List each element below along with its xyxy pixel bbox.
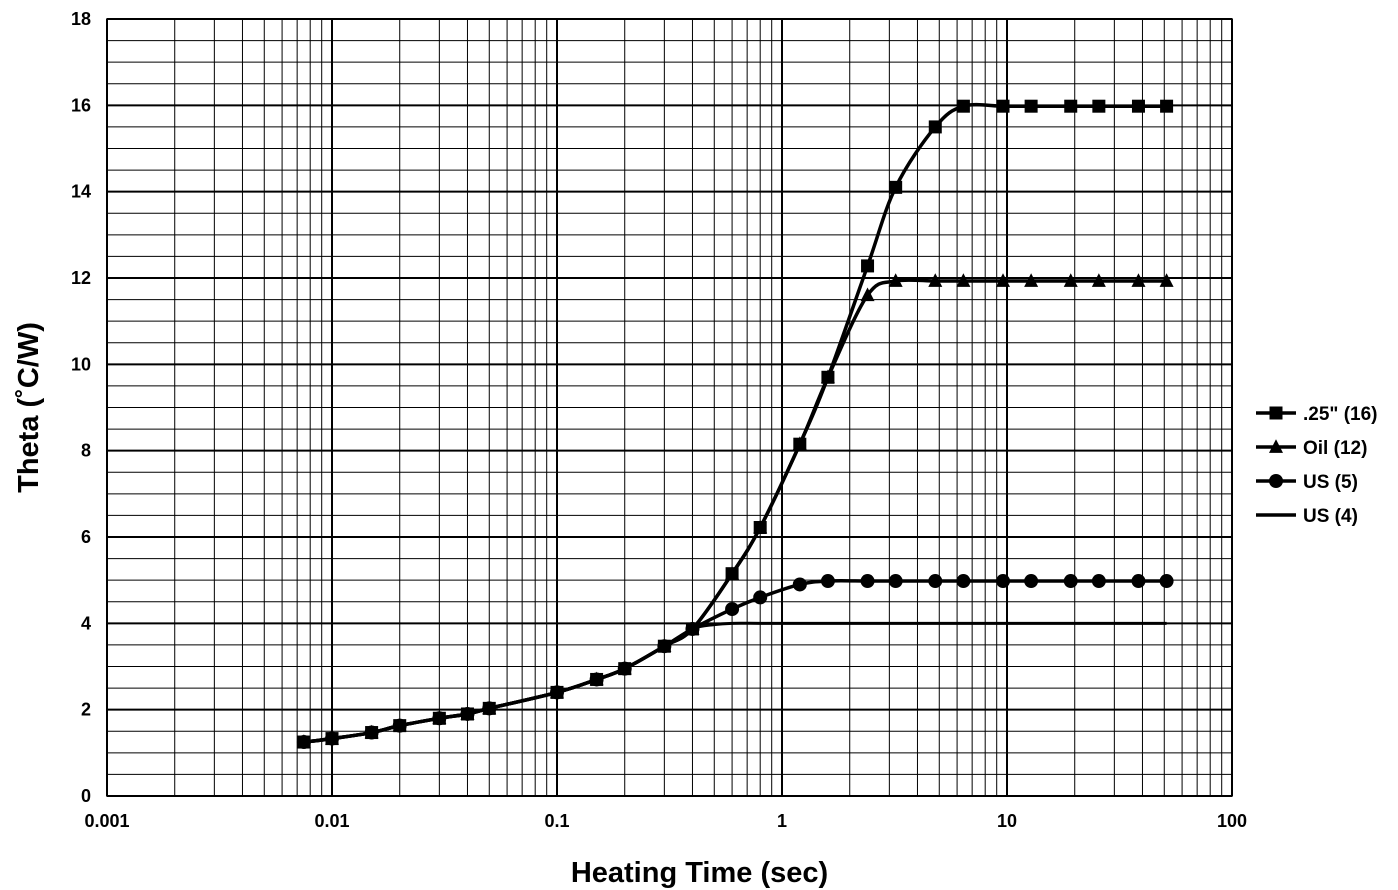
legend-label: .25" (16) bbox=[1303, 404, 1378, 425]
y-tick-label: 10 bbox=[71, 354, 91, 374]
data-point-circle bbox=[1063, 574, 1078, 589]
data-point-square bbox=[297, 735, 311, 749]
data-point-square bbox=[365, 726, 379, 740]
data-point-circle bbox=[725, 602, 740, 617]
data-point-triangle bbox=[1024, 273, 1039, 287]
plot-area bbox=[106, 18, 1233, 797]
y-tick-label: 14 bbox=[71, 182, 91, 202]
data-point-square bbox=[1269, 406, 1283, 420]
data-point-square bbox=[393, 719, 407, 733]
data-point-circle bbox=[792, 577, 807, 592]
data-point-square bbox=[996, 99, 1010, 113]
data-point-triangle bbox=[996, 273, 1011, 287]
data-point-triangle bbox=[1269, 439, 1283, 453]
data-point-triangle bbox=[888, 273, 903, 287]
data-point-square bbox=[725, 567, 739, 581]
legend-label: Oil (12) bbox=[1303, 438, 1367, 459]
series-2 bbox=[296, 574, 1174, 750]
data-point-square bbox=[432, 711, 446, 725]
data-point-square bbox=[1024, 99, 1038, 113]
data-point-square bbox=[956, 99, 970, 113]
y-tick-label: 6 bbox=[81, 527, 91, 547]
series-line bbox=[303, 102, 1167, 744]
y-tick-label: 4 bbox=[81, 613, 91, 633]
data-point-circle bbox=[753, 590, 768, 605]
data-point-square bbox=[550, 685, 564, 699]
data-point-square bbox=[753, 521, 767, 535]
legend-label: US (5) bbox=[1303, 472, 1358, 493]
data-point-triangle bbox=[1063, 273, 1078, 287]
data-point-circle bbox=[820, 574, 835, 589]
data-point-square bbox=[889, 180, 903, 194]
series-0 bbox=[297, 99, 1174, 749]
data-point-square bbox=[460, 707, 474, 721]
x-axis-tick-labels: 0.001 0.01 0.1 1 10 100 bbox=[84, 811, 1247, 831]
data-point-square bbox=[1160, 99, 1174, 113]
legend-item: Oil (12) bbox=[1256, 438, 1367, 459]
data-point-square bbox=[618, 662, 632, 676]
minor-gridlines bbox=[107, 19, 1232, 796]
y-tick-label: 8 bbox=[81, 441, 91, 461]
data-point-square bbox=[590, 672, 604, 686]
data-point-square bbox=[1092, 99, 1106, 113]
x-tick-label: 0.1 bbox=[544, 811, 569, 831]
data-point-square bbox=[821, 370, 835, 384]
y-axis-title: Theta (˚C/W) bbox=[13, 322, 45, 493]
x-tick-label: 0.01 bbox=[314, 811, 349, 831]
data-point-square bbox=[482, 701, 496, 715]
data-point-circle bbox=[956, 574, 971, 589]
x-axis-title: Heating Time (sec) bbox=[571, 857, 828, 889]
data-point-square bbox=[325, 732, 339, 746]
y-tick-label: 0 bbox=[81, 786, 91, 806]
series-1 bbox=[296, 273, 1174, 748]
data-point-square bbox=[928, 120, 942, 134]
data-point-circle bbox=[996, 574, 1011, 589]
x-tick-label: 0.001 bbox=[84, 811, 129, 831]
x-tick-label: 100 bbox=[1217, 811, 1247, 831]
series-layer bbox=[296, 99, 1174, 750]
data-point-square bbox=[1131, 99, 1145, 113]
x-tick-label: 1 bbox=[777, 811, 787, 831]
data-point-triangle bbox=[860, 287, 875, 302]
data-point-circle bbox=[888, 574, 903, 589]
data-point-triangle bbox=[1091, 273, 1106, 287]
data-point-triangle bbox=[1131, 273, 1146, 287]
data-point-square bbox=[685, 622, 699, 636]
data-point-triangle bbox=[956, 273, 971, 287]
data-point-circle bbox=[1269, 474, 1283, 488]
y-tick-label: 12 bbox=[71, 268, 91, 288]
data-point-circle bbox=[1131, 574, 1146, 589]
data-point-circle bbox=[860, 574, 875, 589]
legend-item: US (5) bbox=[1256, 472, 1358, 493]
legend-item: US (4) bbox=[1256, 506, 1358, 527]
data-point-circle bbox=[928, 574, 943, 589]
y-axis-tick-labels: 0 2 4 6 8 10 12 14 16 18 bbox=[71, 9, 91, 806]
data-point-square bbox=[1064, 99, 1078, 113]
data-point-triangle bbox=[928, 273, 943, 287]
y-tick-label: 2 bbox=[81, 700, 91, 720]
data-point-circle bbox=[1024, 574, 1039, 589]
data-point-triangle bbox=[1159, 273, 1174, 287]
data-point-square bbox=[793, 437, 807, 451]
y-tick-label: 16 bbox=[71, 95, 91, 115]
data-point-circle bbox=[1091, 574, 1106, 589]
data-point-square bbox=[657, 639, 671, 653]
legend-label: US (4) bbox=[1303, 506, 1358, 527]
data-point-square bbox=[861, 259, 875, 273]
y-tick-label: 18 bbox=[71, 9, 91, 29]
legend: .25" (16) Oil (12) US (5) US (4) bbox=[1256, 404, 1378, 527]
series-line bbox=[303, 278, 1167, 744]
data-point-circle bbox=[1159, 574, 1174, 589]
x-tick-label: 10 bbox=[997, 811, 1017, 831]
legend-item: .25" (16) bbox=[1256, 404, 1378, 425]
